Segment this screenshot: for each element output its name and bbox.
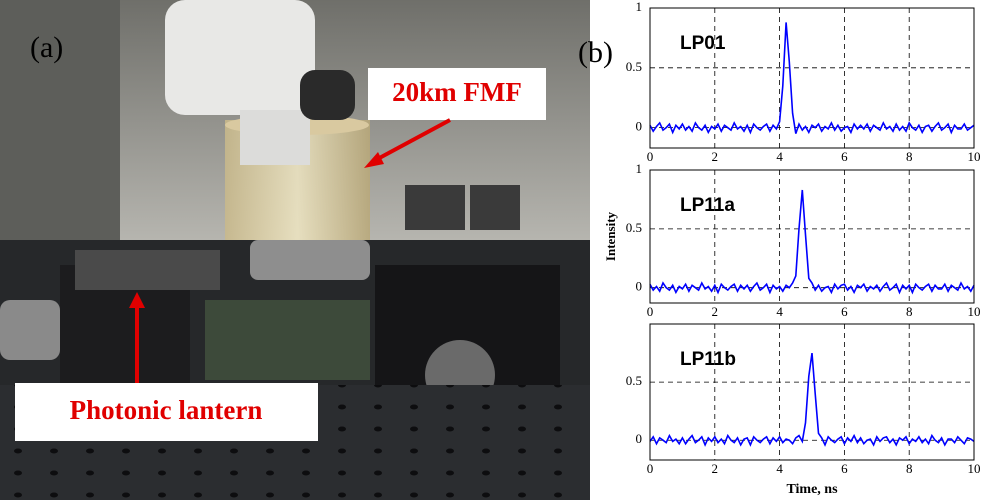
chart-title: LP01	[680, 33, 726, 54]
plot-frame	[649, 323, 975, 461]
panel-a-label: (a)	[30, 31, 63, 64]
x-tick-label: 0	[647, 461, 654, 476]
x-tick-label: 8	[906, 149, 913, 164]
x-tick-label: 4	[776, 461, 783, 476]
annotation: 20km FMF	[392, 77, 522, 107]
arrow	[371, 118, 451, 164]
x-tick-label: 10	[968, 461, 981, 476]
y-tick-label: 0.5	[626, 373, 642, 388]
x-tick-label: 4	[776, 304, 783, 319]
y-tick-label: 0	[636, 119, 643, 134]
annotation: Photonic lantern	[70, 395, 263, 425]
y-tick-label: 0.5	[626, 220, 642, 235]
annotation-box	[15, 383, 318, 441]
x-tick-label: 2	[712, 304, 719, 319]
x-tick-label: 6	[841, 149, 848, 164]
data-line	[649, 352, 975, 447]
y-tick-label: 1	[636, 161, 643, 176]
photo: (a) 20km FMF Photonic lantern	[0, 0, 590, 500]
chart-title: LP11a	[680, 195, 735, 216]
x-tick-label: 8	[906, 304, 913, 319]
chart-title: LP11b	[680, 349, 736, 370]
x-tick-label: 6	[841, 461, 848, 476]
y-tick-label: 1	[636, 0, 643, 14]
panel-b-label: (b)	[578, 36, 613, 69]
x-tick-label: 2	[712, 149, 719, 164]
arrow-head	[129, 292, 145, 308]
y-tick-label: 0.5	[626, 59, 642, 74]
plot-frame	[649, 7, 975, 149]
x-tick-label: 2	[712, 461, 719, 476]
y-tick-label: 0	[636, 279, 643, 294]
y-axis-label: Intensity	[603, 211, 618, 261]
x-tick-label: 6	[841, 304, 848, 319]
arrow-head	[364, 152, 384, 168]
plot-frame	[649, 169, 975, 304]
data-line	[649, 189, 975, 295]
data-line	[649, 22, 975, 135]
x-tick-label: 0	[647, 149, 654, 164]
x-tick-label: 10	[968, 304, 981, 319]
y-tick-label: 0	[636, 431, 643, 446]
x-tick-label: 4	[776, 149, 783, 164]
annotation-box	[368, 68, 546, 120]
x-tick-label: 0	[647, 304, 654, 319]
plot-area	[650, 170, 974, 303]
x-tick-label: 10	[968, 149, 981, 164]
x-axis-label: Time, ns	[786, 482, 838, 497]
x-tick-label: 8	[906, 461, 913, 476]
